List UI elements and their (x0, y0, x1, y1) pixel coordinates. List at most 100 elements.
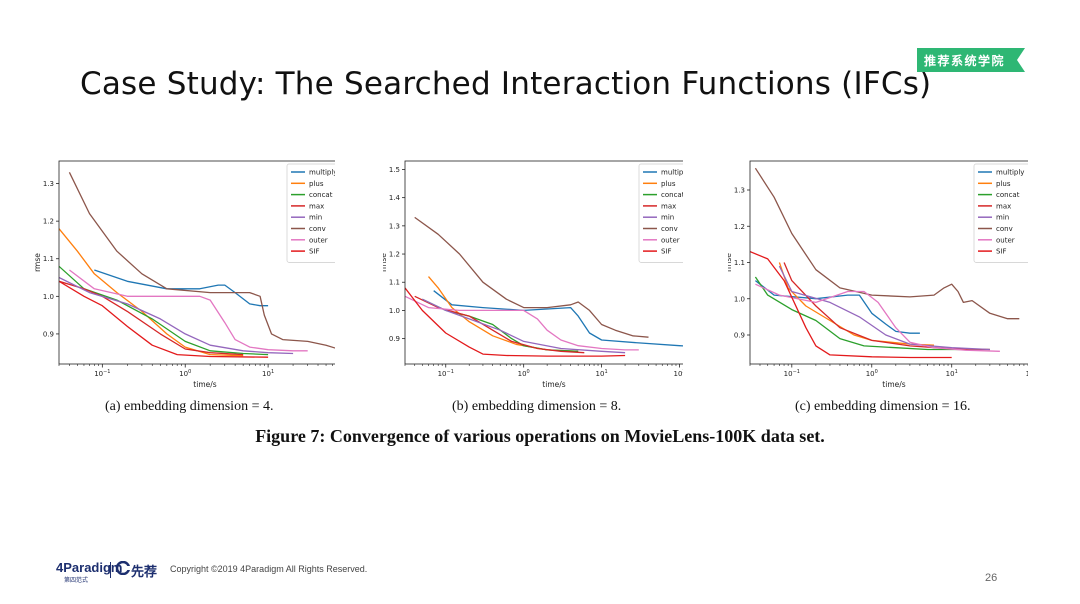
x-axis-label: time/s (882, 380, 905, 389)
legend-label: plus (661, 180, 676, 188)
legend-label: SIF (661, 248, 672, 256)
x-tick-label: 101 (596, 369, 608, 378)
legend-label: min (996, 214, 1009, 222)
legend-label: max (661, 202, 676, 210)
legend-label: SIF (996, 248, 1007, 256)
series-line-concat (754, 276, 990, 351)
series-line-multiply (755, 280, 920, 334)
series-line-outer (405, 295, 639, 351)
legend-label: outer (996, 236, 1015, 244)
x-tick-label: 101 (946, 369, 958, 378)
x-tick-label: 100 (518, 369, 530, 378)
paradigm-logo-sub: 第四范式 (64, 578, 89, 584)
xianjian-logo-text: 先荐 (131, 564, 158, 579)
slide-title: Case Study: The Searched Interaction Fun… (80, 66, 932, 102)
y-tick-label: 1.2 (389, 251, 400, 259)
series-line-min (422, 298, 626, 354)
legend-label: multiply (661, 169, 683, 177)
y-tick-label: 1.0 (734, 295, 745, 303)
chart-a: 0.91.01.11.21.310−1100101102time/srmsemu… (35, 160, 335, 389)
badge-shape (917, 48, 1025, 72)
legend-label: outer (309, 236, 328, 244)
legend-label: concat (309, 191, 333, 199)
brand-badge: 推荐系统学院 (917, 48, 1025, 72)
y-tick-label: 1.1 (389, 279, 400, 287)
series-line-conv (414, 216, 649, 338)
legend-box (973, 163, 1028, 263)
x-axis-label: time/s (542, 380, 565, 389)
plot-frame (58, 160, 335, 365)
y-tick-label: 1.3 (43, 180, 54, 188)
series-line-sif (750, 250, 952, 359)
y-tick-label: 1.1 (43, 255, 54, 263)
y-tick-label: 1.3 (734, 187, 745, 195)
y-tick-label: 0.9 (43, 330, 54, 338)
legend-label: SIF (309, 248, 320, 256)
caption-b: (b) embedding dimension = 8. (452, 399, 622, 414)
series-group (59, 172, 335, 358)
badge-label: 推荐系统学院 (924, 54, 1006, 68)
y-tick-label: 1.2 (43, 218, 54, 226)
legend: multiply plus concat max min conv outer SIF (286, 163, 335, 263)
series-line-max (783, 262, 990, 351)
series-line-max (414, 295, 585, 354)
series-line-multiply (94, 269, 269, 307)
caption-c: (c) embedding dimension = 16. (795, 399, 971, 414)
series-group (750, 167, 1020, 359)
xianjian-icon (116, 561, 130, 575)
legend: multiply plus concat max min conv outer SIF (973, 163, 1028, 263)
legend-label: max (996, 202, 1011, 210)
x-axis-label: time/s (193, 380, 216, 389)
legend-label: multiply (309, 169, 335, 177)
plot-frame (404, 160, 683, 365)
series-line-conv (754, 167, 1020, 320)
legend-label: plus (996, 180, 1011, 188)
series-line-max (59, 280, 244, 356)
page-number: 26 (985, 572, 998, 584)
copyright-text: Copyright ©2019 4Paradigm All Rights Res… (170, 564, 368, 574)
caption-a: (a) embedding dimension = 4. (105, 399, 274, 414)
legend-box (638, 163, 683, 263)
x-tick-label: 102 (673, 369, 683, 378)
figure-caption: Figure 7: Convergence of various operati… (255, 426, 825, 446)
y-tick-label: 1.3 (389, 222, 400, 230)
legend-label: min (309, 214, 322, 222)
x-tick-label: 100 (179, 369, 191, 378)
y-tick-label: 1.0 (389, 307, 400, 315)
x-tick-label: 10−1 (438, 369, 454, 378)
y-axis-label: rmse (383, 253, 388, 272)
y-tick-label: 1.1 (734, 259, 745, 267)
legend-label: concat (661, 191, 683, 199)
series-line-plus (428, 276, 579, 352)
series-line-outer (755, 283, 1000, 352)
series-group (405, 216, 683, 357)
y-tick-label: 1.5 (389, 166, 400, 174)
series-line-min (778, 265, 990, 351)
y-axis-label: rmse (35, 253, 42, 272)
x-tick-label: 100 (866, 369, 878, 378)
legend-box (286, 163, 335, 263)
legend-label: multiply (996, 169, 1024, 177)
legend-label: outer (661, 236, 680, 244)
series-line-sif (59, 280, 269, 358)
series-line-conv (68, 172, 335, 349)
paradigm-logo: 4Paradigm (56, 560, 123, 575)
x-tick-label: 10−1 (94, 369, 110, 378)
y-tick-label: 1.2 (734, 223, 745, 231)
series-line-min (59, 276, 294, 355)
legend-label: concat (996, 191, 1020, 199)
y-axis-label: rmse (728, 253, 733, 272)
x-tick-label: 102 (1026, 369, 1028, 378)
legend-label: conv (661, 225, 678, 233)
legend: multiply plus concat max min conv outer SIF (638, 163, 683, 263)
logo-divider (110, 562, 111, 578)
y-tick-label: 0.9 (389, 335, 400, 343)
y-tick-label: 1.0 (43, 293, 54, 301)
series-line-concat (59, 265, 269, 356)
chart-b: 0.9 1.0 1.1 1.2 1.3 1.4 1.5 10−1 100 101 102 time/s… (383, 160, 683, 389)
legend-label: max (309, 202, 324, 210)
x-tick-label: 10−1 (784, 369, 800, 378)
series-line-multiply (433, 290, 683, 347)
legend-label: conv (309, 225, 326, 233)
legend-label: min (661, 214, 674, 222)
